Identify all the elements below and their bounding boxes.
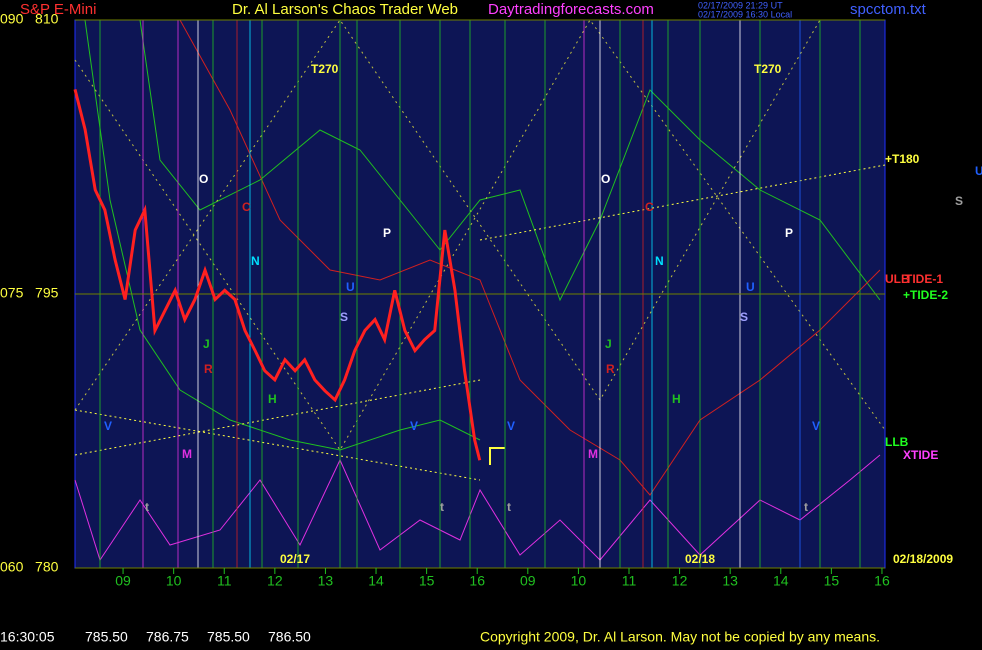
x-tick-label: 15 xyxy=(419,573,435,589)
trend-line xyxy=(74,409,481,481)
file-name: spcctom.txt xyxy=(850,1,927,18)
annotation: J xyxy=(605,337,612,351)
quote: 786.75 xyxy=(146,629,189,645)
annotation: ULB xyxy=(885,272,910,286)
x-tick-label: 16 xyxy=(874,573,890,589)
tide-curve xyxy=(139,19,881,302)
site: Daytradingforecasts.com xyxy=(488,1,654,18)
annotation: O xyxy=(199,172,208,186)
x-tick-label: 09 xyxy=(520,573,536,589)
annotation: O xyxy=(601,172,610,186)
x-tick-label: 13 xyxy=(722,573,738,589)
annotation: V xyxy=(104,419,112,433)
x-tick-label: 14 xyxy=(773,573,789,589)
x-tick-label: 12 xyxy=(672,573,688,589)
tide-curve xyxy=(84,19,481,451)
quote: 785.50 xyxy=(207,629,250,645)
x-tick-label: 14 xyxy=(368,573,384,589)
diagonal xyxy=(74,19,821,411)
annotation: J xyxy=(203,337,210,351)
x-tick-label: 15 xyxy=(824,573,840,589)
x-tick-label: 09 xyxy=(115,573,131,589)
annotation: S xyxy=(955,194,963,208)
annotation: 02/17 xyxy=(280,552,310,566)
y-tick-label: 075 795 xyxy=(0,285,59,301)
annotation: 02/18/2009 xyxy=(893,552,953,566)
annotation: C xyxy=(242,200,251,214)
annotation: t xyxy=(507,500,511,514)
annotation: S xyxy=(340,310,348,324)
price-line xyxy=(73,89,482,461)
annotation: t xyxy=(804,500,808,514)
annotation: S xyxy=(740,310,748,324)
y-tick-label: 090 810 xyxy=(0,11,59,27)
quote: 785.50 xyxy=(85,629,128,645)
annotation: +TIDE-2 xyxy=(903,288,948,302)
title: Dr. Al Larson's Chaos Trader Web xyxy=(232,1,458,18)
cursor-mark xyxy=(489,447,505,465)
x-tick-label: 10 xyxy=(166,573,182,589)
time-local: 02/17/2009 16:30 Local xyxy=(698,9,792,19)
annotation: T270 xyxy=(311,62,339,76)
annotation: V xyxy=(812,419,820,433)
annotation: P xyxy=(383,226,391,240)
x-tick-label: 10 xyxy=(571,573,587,589)
annotation: t xyxy=(440,500,444,514)
quote: 786.50 xyxy=(268,629,311,645)
x-tick-label: 11 xyxy=(622,573,637,589)
annotation: U xyxy=(346,280,355,294)
time-ut: 02/17/2009 21:29 UT xyxy=(698,0,783,10)
x-tick-label: 16 xyxy=(469,573,485,589)
annotation: P xyxy=(785,226,793,240)
copyright: Copyright 2009, Dr. Al Larson. May not b… xyxy=(480,629,880,645)
quote-time: 16:30:05 xyxy=(0,629,55,645)
annotation: H xyxy=(268,392,277,406)
annotation: M xyxy=(182,447,192,461)
annotation: R xyxy=(606,362,615,376)
annotation: TIDE-1 xyxy=(905,272,943,286)
instrument: S&P E-Mini xyxy=(20,1,96,18)
x-tick-label: 13 xyxy=(318,573,334,589)
annotation: XTIDE xyxy=(903,448,938,462)
annotation: t xyxy=(145,500,149,514)
annotation: N xyxy=(251,254,260,268)
annotation: U xyxy=(975,164,982,178)
annotation: C xyxy=(645,200,654,214)
annotation: R xyxy=(204,362,213,376)
annotation: H xyxy=(672,392,681,406)
annotation: V xyxy=(507,419,515,433)
annotation: 02/18 xyxy=(685,552,715,566)
annotation: +T180 xyxy=(885,152,920,166)
y-tick-label: 060 780 xyxy=(0,559,59,575)
x-tick-label: 11 xyxy=(217,573,232,589)
diagonal xyxy=(74,19,886,451)
annotation: U xyxy=(746,280,755,294)
annotation: M xyxy=(588,447,598,461)
x-tick-label: 12 xyxy=(267,573,283,589)
annotation: LLB xyxy=(885,435,909,449)
trend-line xyxy=(74,379,481,456)
trend-line xyxy=(479,164,886,241)
annotation: V xyxy=(410,419,418,433)
annotation: N xyxy=(655,254,664,268)
annotation: T270 xyxy=(754,62,782,76)
